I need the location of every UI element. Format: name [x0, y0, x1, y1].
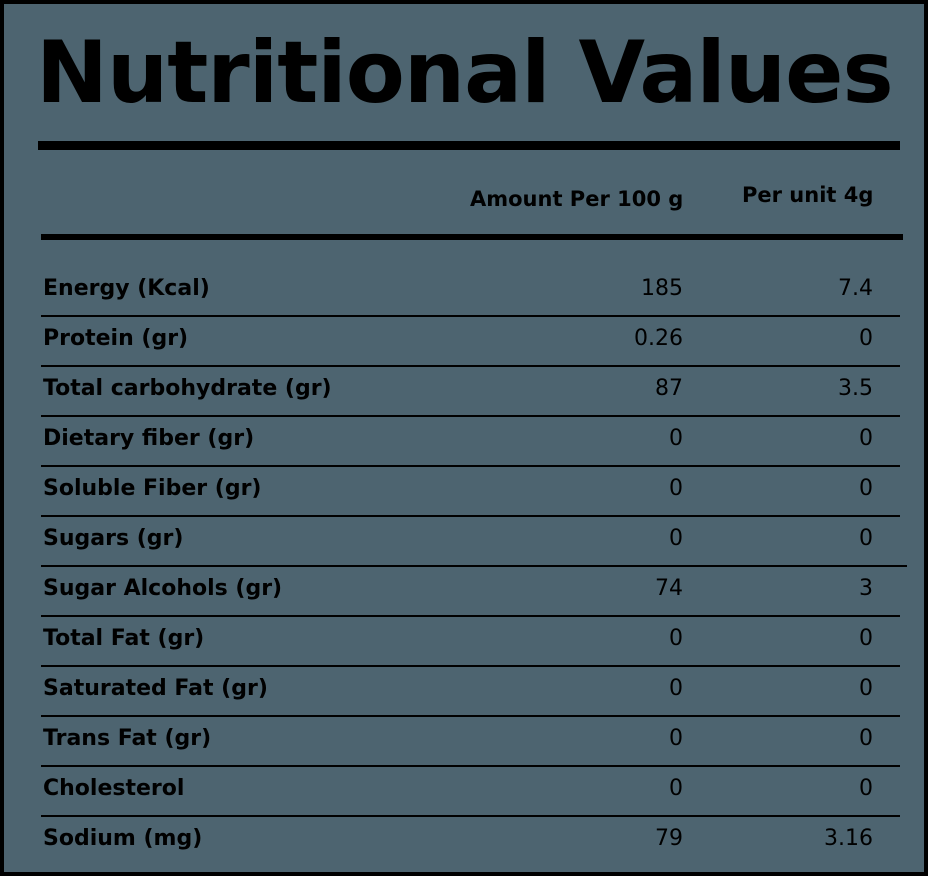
row-divider — [41, 315, 900, 317]
row-label: Saturated Fat (gr) — [43, 676, 268, 701]
row-label: Sugars (gr) — [43, 526, 184, 551]
row-value-per-100g: 74 — [655, 576, 683, 601]
row-value-per-unit: 0 — [859, 326, 873, 351]
row-divider — [41, 465, 900, 467]
row-label: Trans Fat (gr) — [43, 726, 212, 751]
row-value-per-unit: 0 — [859, 476, 873, 501]
page-title: Nutritional Values — [36, 23, 894, 123]
row-value-per-100g: 79 — [655, 826, 683, 851]
table-header: Amount Per 100 g Per unit 4g — [4, 182, 928, 216]
row-value-per-100g: 0.26 — [634, 326, 683, 351]
row-label: Total carbohydrate (gr) — [43, 376, 332, 401]
row-value-per-unit: 7.4 — [838, 276, 873, 301]
table-row: Dietary fiber (gr) 0 0 — [4, 416, 928, 467]
row-label: Dietary fiber (gr) — [43, 426, 255, 451]
row-value-per-unit: 0 — [859, 426, 873, 451]
title-divider — [38, 141, 900, 150]
row-value-per-100g: 185 — [641, 276, 683, 301]
row-value-per-unit: 0 — [859, 526, 873, 551]
row-divider — [41, 665, 900, 667]
row-value-per-unit: 0 — [859, 676, 873, 701]
row-divider — [41, 565, 907, 567]
table-row: Total Fat (gr) 0 0 — [4, 616, 928, 667]
column-header-per-unit: Per unit 4g — [742, 183, 874, 207]
row-divider — [41, 615, 900, 617]
row-value-per-unit: 3 — [859, 576, 873, 601]
row-value-per-unit: 0 — [859, 626, 873, 651]
row-label: Energy (Kcal) — [43, 276, 210, 301]
row-divider — [41, 365, 900, 367]
table-row: Sugar Alcohols (gr) 74 3 — [4, 566, 928, 617]
table-row: Protein (gr) 0.26 0 — [4, 316, 928, 367]
row-value-per-100g: 0 — [669, 676, 683, 701]
table-row: Energy (Kcal) 185 7.4 — [4, 266, 928, 317]
row-divider — [41, 715, 900, 717]
row-value-per-100g: 0 — [669, 426, 683, 451]
row-value-per-unit: 3.16 — [824, 826, 873, 851]
header-divider — [41, 234, 903, 240]
row-value-per-unit: 0 — [859, 726, 873, 751]
row-value-per-100g: 0 — [669, 526, 683, 551]
table-row: Trans Fat (gr) 0 0 — [4, 716, 928, 767]
table-row: Sugars (gr) 0 0 — [4, 516, 928, 567]
column-header-per-100g: Amount Per 100 g — [470, 187, 684, 211]
row-label: Cholesterol — [43, 776, 185, 801]
row-value-per-100g: 0 — [669, 776, 683, 801]
row-label: Protein (gr) — [43, 326, 189, 351]
nutrition-table: Energy (Kcal) 185 7.4 Protein (gr) 0.26 … — [4, 266, 928, 866]
row-label: Sodium (mg) — [43, 826, 203, 851]
row-value-per-100g: 0 — [669, 476, 683, 501]
row-label: Total Fat (gr) — [43, 626, 205, 651]
row-label: Sugar Alcohols (gr) — [43, 576, 283, 601]
row-value-per-unit: 3.5 — [838, 376, 873, 401]
table-row: Soluble Fiber (gr) 0 0 — [4, 466, 928, 517]
table-row: Total carbohydrate (gr) 87 3.5 — [4, 366, 928, 417]
row-divider — [41, 515, 900, 517]
row-divider — [41, 815, 900, 817]
row-value-per-100g: 0 — [669, 726, 683, 751]
row-divider — [41, 765, 900, 767]
row-value-per-100g: 0 — [669, 626, 683, 651]
table-row: Cholesterol 0 0 — [4, 766, 928, 817]
row-label: Soluble Fiber (gr) — [43, 476, 262, 501]
row-divider — [41, 415, 900, 417]
row-value-per-unit: 0 — [859, 776, 873, 801]
table-row: Saturated Fat (gr) 0 0 — [4, 666, 928, 717]
row-value-per-100g: 87 — [655, 376, 683, 401]
table-row: Sodium (mg) 79 3.16 — [4, 816, 928, 866]
